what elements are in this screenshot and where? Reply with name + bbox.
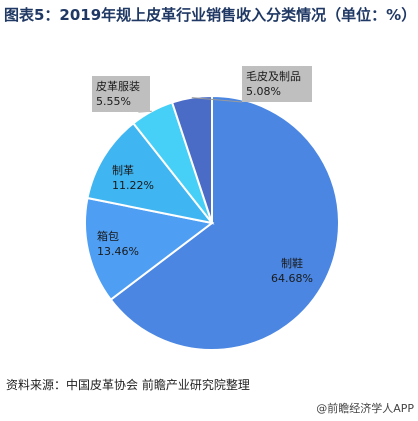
slice-name-2: 制革 (112, 163, 134, 177)
pie-slice-2 (86, 121, 215, 225)
source-note: 资料来源：中国皮革协会 前瞻产业研究院整理 (6, 378, 250, 392)
slice-label-4: 毛皮及制品 5.08% (242, 66, 312, 102)
slice-name-4: 毛皮及制品 (246, 70, 301, 83)
leader-line-4 (191, 97, 243, 103)
slice-value-0: 64.68% (271, 272, 313, 285)
slice-name-0: 制鞋 (281, 256, 303, 270)
slice-label-1: 箱包 13.46% (97, 229, 139, 258)
slice-labels: 制鞋 64.68% 箱包 13.46% 制革 11.22% 皮革服装 5.55% 毛皮及制品 5.… (92, 66, 313, 285)
slice-label-3: 皮革服装 5.55% (92, 76, 150, 112)
slice-name-1: 箱包 (97, 229, 119, 243)
chart-title: 图表5：2019年规上皮革行业销售收入分类情况（单位：%） (4, 6, 417, 24)
slice-value-2: 11.22% (112, 179, 154, 192)
slice-value-4: 5.08% (246, 85, 281, 98)
slice-label-2: 制革 11.22% (112, 163, 154, 192)
pie-slice-0 (109, 94, 340, 351)
brand-watermark: @前瞻经济学人APP (316, 402, 414, 415)
pie-slices (84, 94, 340, 351)
slice-value-1: 13.46% (97, 245, 139, 258)
slice-label-0: 制鞋 64.68% (271, 256, 313, 285)
slice-value-3: 5.55% (96, 95, 131, 108)
pie-slice-1 (84, 196, 215, 302)
slice-name-3: 皮革服装 (96, 79, 140, 93)
